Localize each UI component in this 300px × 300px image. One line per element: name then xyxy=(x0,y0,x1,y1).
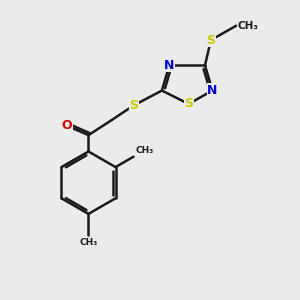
Text: N: N xyxy=(207,84,218,97)
Text: N: N xyxy=(164,59,175,72)
Text: S: S xyxy=(206,34,215,46)
Text: CH₃: CH₃ xyxy=(238,21,259,31)
Text: CH₃: CH₃ xyxy=(79,238,98,247)
Text: S: S xyxy=(184,98,193,110)
Text: S: S xyxy=(129,99,138,112)
Text: O: O xyxy=(61,119,72,132)
Text: CH₃: CH₃ xyxy=(135,146,153,155)
